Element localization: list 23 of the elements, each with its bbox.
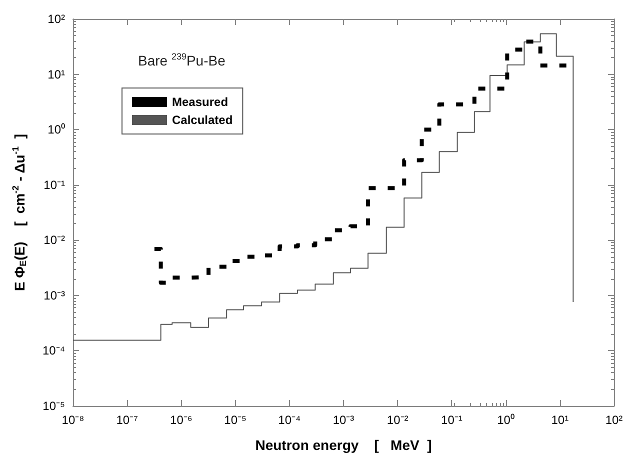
legend-label: Calculated: [172, 113, 233, 127]
x-tick-label: 10⁰: [497, 413, 514, 427]
y-tick-label: 10⁰: [48, 122, 65, 137]
x-tick-label: 10¹: [551, 413, 569, 427]
x-tick-label: 10⁻⁴: [278, 413, 301, 427]
x-tick-label: 10⁻⁶: [170, 413, 192, 427]
x-tick-label: 10⁻¹: [441, 413, 462, 427]
y-tick-label: 10⁻²: [44, 233, 66, 248]
y-tick-label: 10¹: [48, 67, 66, 82]
y-tick-label: 10⁻¹: [44, 178, 66, 192]
x-tick-label: 10⁻⁸: [62, 413, 84, 427]
legend-label: Measured: [172, 95, 228, 109]
y-axis-title: E ΦE(E) [ cm-2 - Δu-1 ]: [10, 134, 28, 292]
x-tick-label: 10⁻²: [386, 413, 408, 427]
x-tick-label: 10⁻⁷: [116, 413, 138, 427]
x-tick-label: 10²: [605, 413, 623, 427]
y-tick-label: 10⁻³: [44, 288, 66, 302]
x-axis-title: Neutron energy [ MeV ]: [255, 437, 432, 453]
y-tick-label: 10²: [48, 12, 66, 26]
x-tick-label: 10⁻³: [332, 413, 354, 427]
y-tick-label: 10⁻⁵: [42, 399, 66, 413]
y-tick-label: 10⁻⁴: [42, 344, 65, 358]
x-tick-label: 10⁻⁵: [224, 413, 246, 427]
